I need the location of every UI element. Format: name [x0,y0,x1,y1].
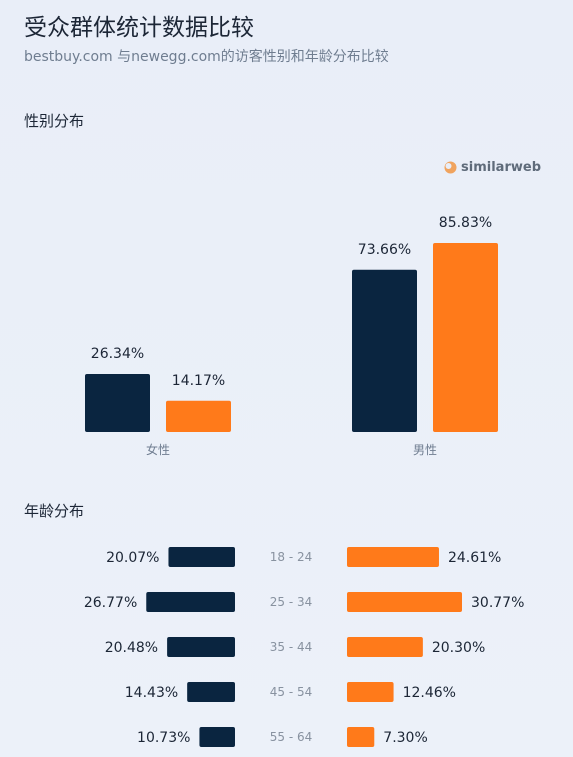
age-bar-bestbuy [187,682,235,702]
age-bar-bestbuy [146,592,235,612]
age-bar-bestbuy [168,547,235,567]
age-category-label: 35 - 44 [270,640,313,654]
age-bar-bestbuy [199,727,235,747]
gender-value-label: 26.34% [91,346,144,362]
age-value-label-bestbuy: 20.07% [106,550,159,566]
gender-bar-0-1 [166,400,231,432]
age-value-label-newegg: 12.46% [403,685,456,701]
gender-value-label: 73.66% [358,242,411,258]
age-section-title: 年龄分布 [24,502,85,520]
gender-category-label: 女性 [146,442,170,457]
age-bar-newegg [347,682,394,702]
age-category-label: 45 - 54 [270,685,313,699]
gender-value-label: 14.17% [172,373,225,389]
page-title: 受众群体统计数据比较 [24,15,254,41]
gender-bar-1-0 [352,269,417,432]
age-value-label-bestbuy: 14.43% [125,685,178,701]
gender-category-label: 男性 [413,443,437,457]
gender-section-title: 性别分布 [24,112,85,130]
age-category-label: 25 - 34 [270,595,313,609]
page-subtitle: bestbuy.com 与newegg.com的访客性别和年龄分布比较 [24,49,389,65]
age-bar-newegg [347,727,375,747]
age-value-label-bestbuy: 10.73% [137,730,190,746]
similarweb-icon [444,161,457,174]
age-category-label: 55 - 64 [270,730,313,744]
age-bar-newegg [347,637,423,657]
age-value-label-bestbuy: 26.77% [84,595,137,611]
age-value-label-newegg: 24.61% [448,550,501,566]
age-bar-bestbuy [167,637,235,657]
age-bar-newegg [347,592,462,612]
gender-value-label: 85.83% [439,215,492,231]
gender-bar-1-1 [433,243,498,432]
gender-bar-0-0 [85,373,150,432]
age-value-label-newegg: 20.30% [432,640,485,656]
similarweb-brand-label: similarweb [461,160,541,175]
age-bar-newegg [347,547,439,567]
age-category-label: 18 - 24 [270,550,313,564]
age-value-label-newegg: 7.30% [383,730,427,746]
age-value-label-bestbuy: 20.48% [105,640,158,656]
age-value-label-newegg: 30.77% [471,595,524,611]
gender-chart: 26.34% 14.17% 女性 73.66% 85.83% 男性 [85,215,498,457]
similarweb-logo: similarweb [444,160,541,175]
